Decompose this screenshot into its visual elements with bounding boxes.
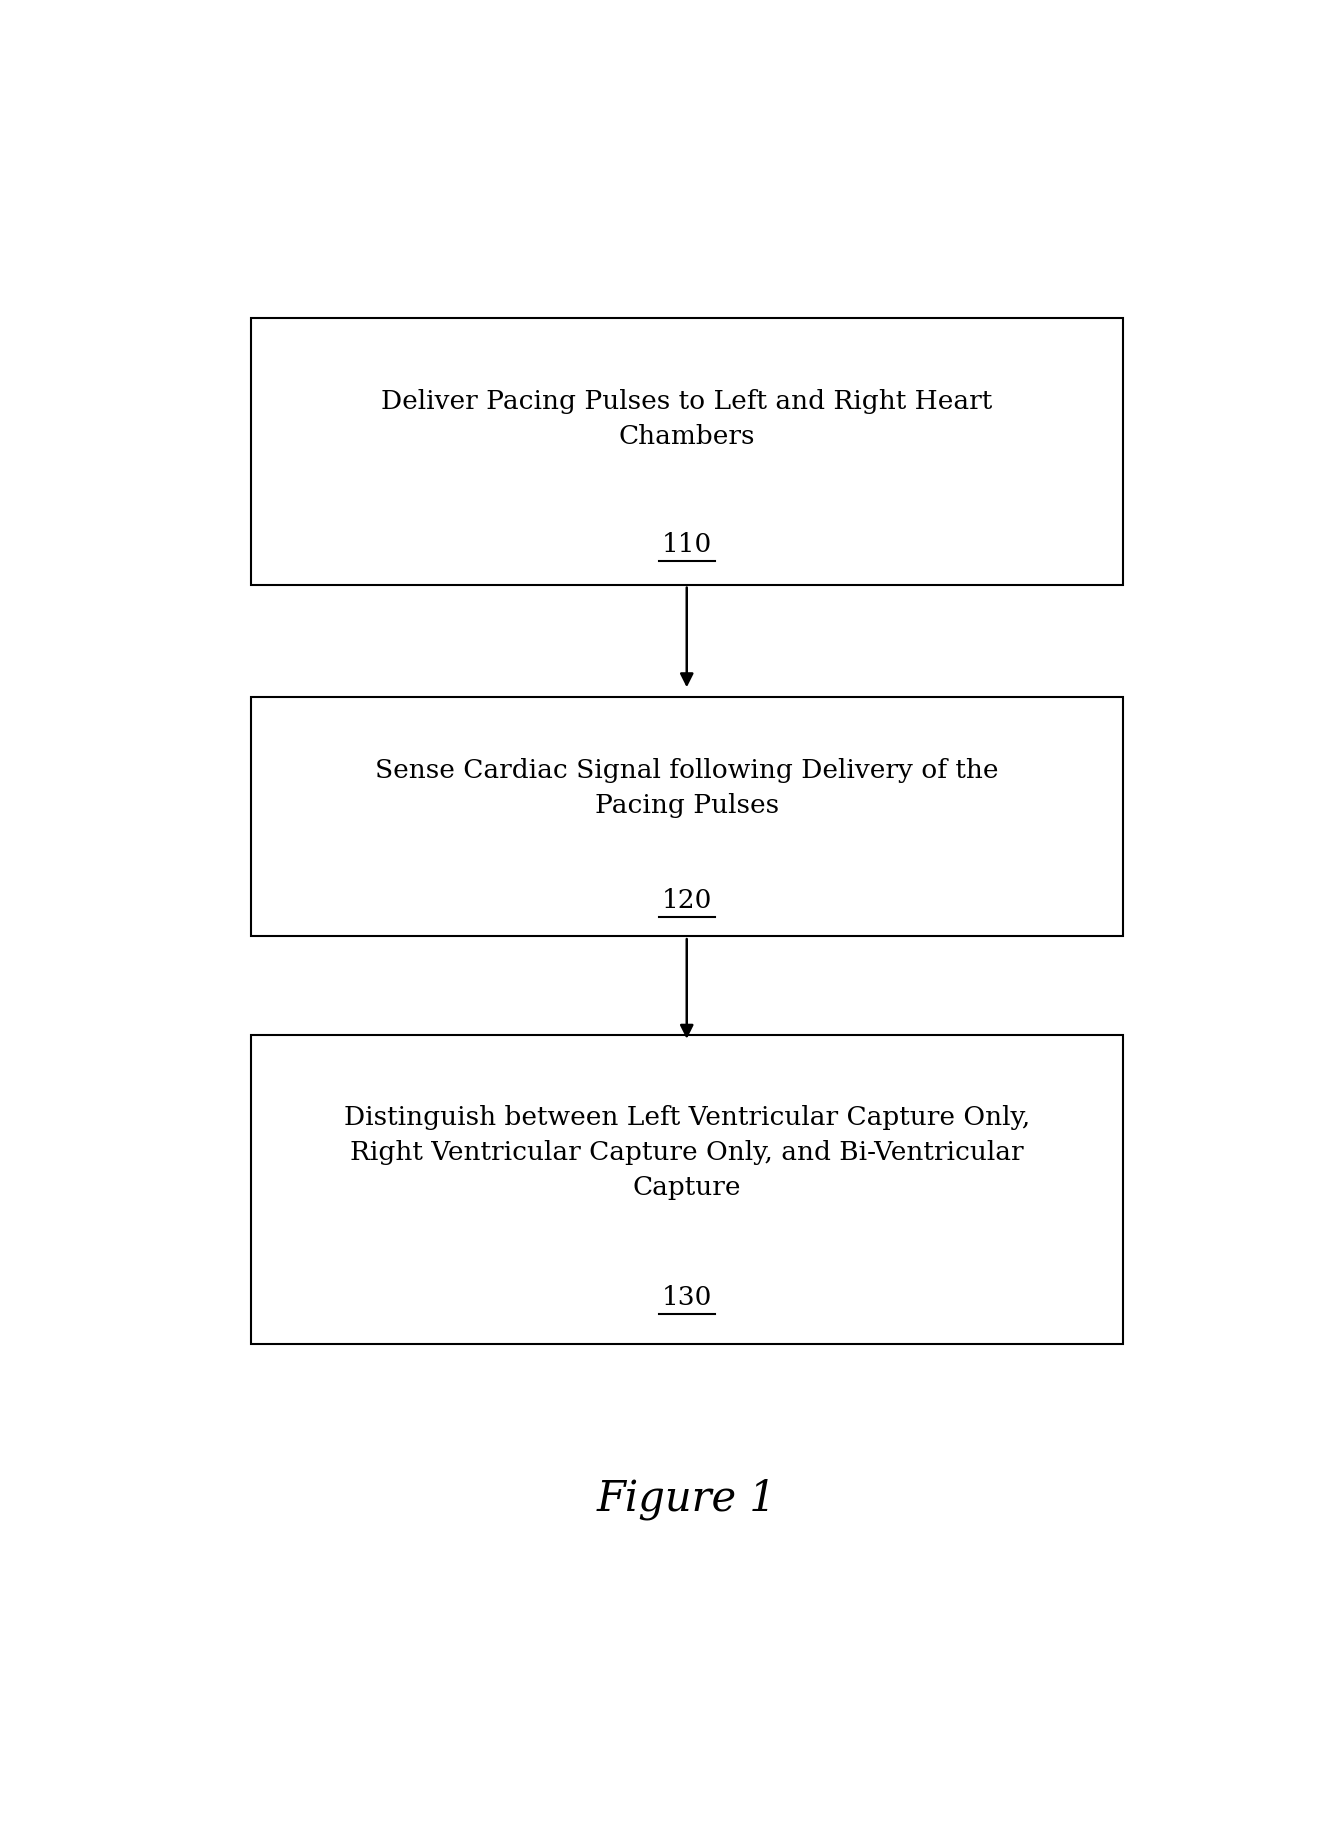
- Text: 110: 110: [662, 531, 712, 557]
- Text: Sense Cardiac Signal following Delivery of the
Pacing Pulses: Sense Cardiac Signal following Delivery …: [375, 758, 998, 818]
- Bar: [251, 1035, 1123, 1344]
- Text: 120: 120: [662, 887, 712, 913]
- Text: 130: 130: [662, 1286, 712, 1309]
- Text: Deliver Pacing Pulses to Left and Right Heart
Chambers: Deliver Pacing Pulses to Left and Right …: [381, 389, 993, 449]
- Bar: [251, 318, 1123, 584]
- Bar: [251, 698, 1123, 937]
- Text: Figure 1: Figure 1: [596, 1477, 777, 1519]
- Text: Distinguish between Left Ventricular Capture Only,
Right Ventricular Capture Onl: Distinguish between Left Ventricular Cap…: [343, 1105, 1030, 1200]
